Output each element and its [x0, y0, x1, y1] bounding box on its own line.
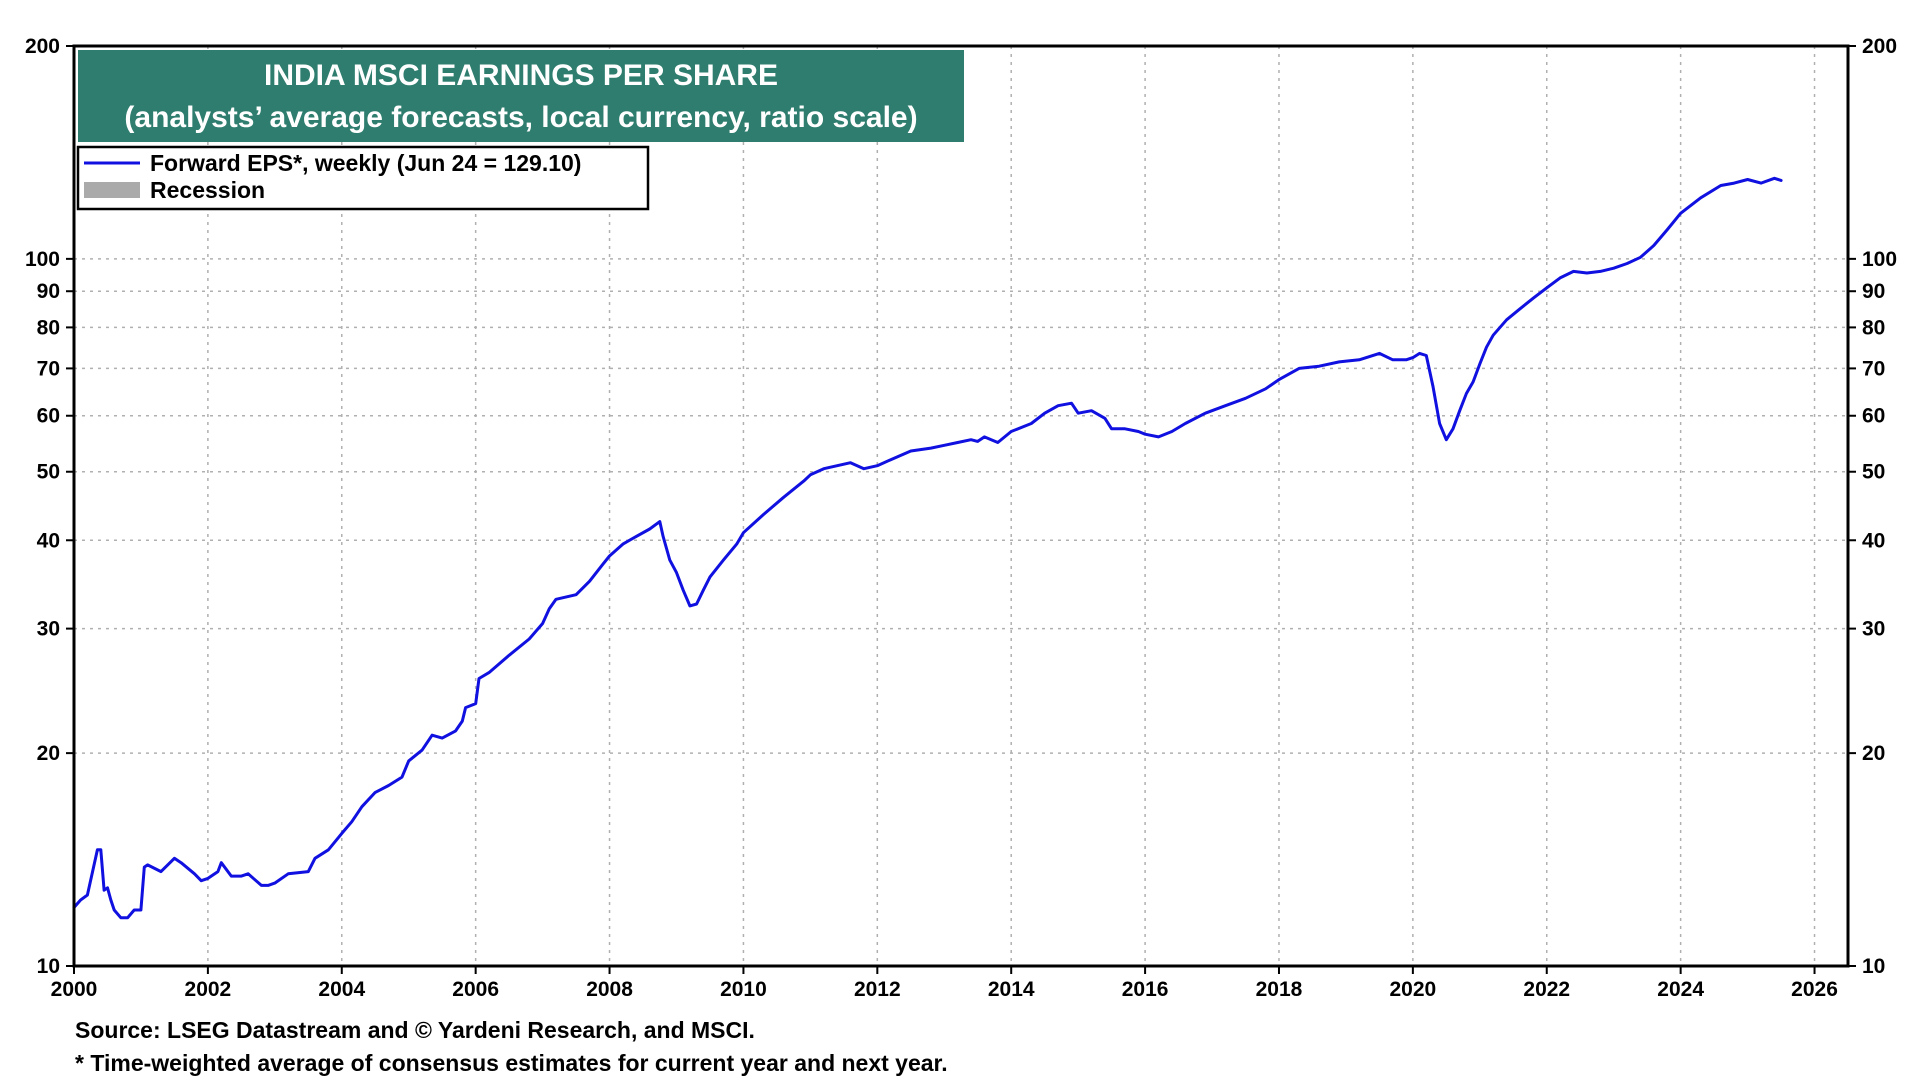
series-layer [72, 176, 1783, 920]
y-tick-label-left: 20 [37, 742, 60, 765]
y-tick-label-right: 30 [1862, 618, 1885, 641]
plot-frame [72, 44, 1850, 968]
x-tick-label: 2026 [1791, 978, 1838, 1001]
y-tick-label-right: 20 [1862, 742, 1885, 765]
x-tick-label: 2022 [1523, 978, 1570, 1001]
y-tick-label-right: 100 [1862, 248, 1897, 271]
x-tick-label: 2000 [51, 978, 98, 1001]
y-tick-label-right: 40 [1862, 529, 1885, 552]
legend-label-eps: Forward EPS*, weekly (Jun 24 = 129.10) [150, 150, 581, 176]
axes: 2000 2002 2004 2006 2008 2010 2012 2014 2016 2018… [25, 35, 1897, 1001]
source-note: Source: LSEG Datastream and © Yardeni Re… [75, 1017, 755, 1043]
y-tick-label-right: 200 [1862, 35, 1897, 58]
title-box: INDIA MSCI EARNINGS PER SHARE (analysts’… [78, 50, 964, 142]
x-tick-label: 2006 [452, 978, 499, 1001]
y-tick-label-left: 70 [37, 357, 60, 380]
x-tick-label: 2012 [854, 978, 901, 1001]
y-tick-label-left: 60 [37, 405, 60, 428]
legend: Forward EPS*, weekly (Jun 24 = 129.10) R… [76, 145, 650, 211]
y-tick-label-right: 10 [1862, 955, 1885, 978]
x-tick-label: 2002 [185, 978, 232, 1001]
footnote: * Time-weighted average of consensus est… [75, 1050, 948, 1076]
y-tick-label-left: 50 [37, 461, 60, 484]
x-tick-label: 2014 [988, 978, 1035, 1001]
x-tick-label: 2024 [1657, 978, 1704, 1001]
y-tick-label-right: 50 [1862, 461, 1885, 484]
y-tick-label-right: 60 [1862, 405, 1885, 428]
x-tick-label: 2018 [1256, 978, 1303, 1001]
y-tick-label-right: 90 [1862, 280, 1885, 303]
legend-swatch-recession [84, 182, 140, 198]
x-tick-label: 2004 [318, 978, 365, 1001]
x-tick-label: 2010 [720, 978, 767, 1001]
y-tick-label-left: 10 [37, 955, 60, 978]
y-tick-label-left: 40 [37, 529, 60, 552]
x-tick-label: 2020 [1390, 978, 1437, 1001]
y-tick-label-left: 90 [37, 280, 60, 303]
chart-title: INDIA MSCI EARNINGS PER SHARE [264, 59, 778, 92]
y-tick-label-left: 80 [37, 316, 60, 339]
chart-subtitle: (analysts’ average forecasts, local curr… [124, 101, 917, 134]
y-tick-label-right: 70 [1862, 357, 1885, 380]
x-tick-label: 2016 [1122, 978, 1169, 1001]
series-line-forward-eps [72, 176, 1783, 920]
y-tick-label-left: 30 [37, 618, 60, 641]
x-tick-label: 2008 [586, 978, 633, 1001]
y-tick-label-left: 100 [25, 248, 60, 271]
y-tick-label-right: 80 [1862, 316, 1885, 339]
y-tick-label-left: 200 [25, 35, 60, 58]
legend-label-recession: Recession [150, 177, 265, 203]
